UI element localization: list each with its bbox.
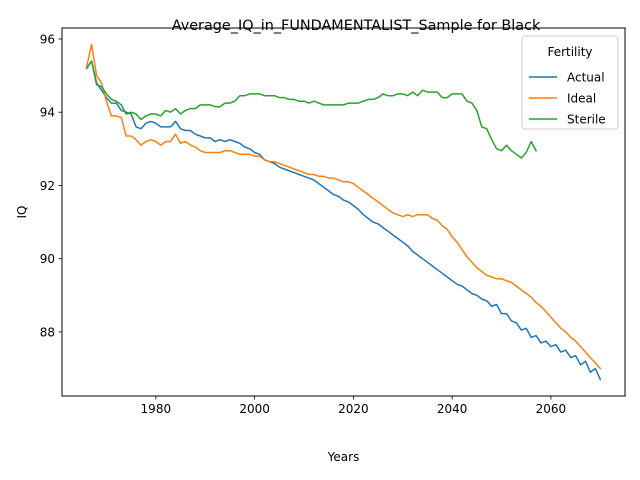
y-tick-label: 94 — [40, 106, 55, 120]
y-axis-label: IQ — [15, 206, 29, 219]
x-tick-label: 1980 — [141, 402, 172, 416]
legend-box — [521, 35, 619, 130]
plot-frame — [61, 27, 626, 397]
y-tick-label: 90 — [40, 252, 55, 266]
x-axis-label: Years — [327, 450, 360, 464]
legend-label-sterile: Sterile — [567, 113, 606, 127]
y-tick-label: 96 — [40, 32, 55, 46]
x-tick-label: 2040 — [437, 402, 468, 416]
legend-title: Fertility — [547, 45, 592, 59]
legend-label-actual: Actual — [567, 71, 605, 85]
series-line-sterile — [85, 60, 538, 159]
x-tick-label: 2020 — [338, 402, 369, 416]
x-tick-label: 2000 — [239, 402, 270, 416]
series-line-actual — [85, 60, 602, 381]
legend-label-ideal: Ideal — [567, 92, 596, 106]
y-tick-label: 92 — [40, 179, 55, 193]
x-tick-label: 2060 — [536, 402, 567, 416]
x-axis: 1980 2000 2020 2040 2060 — [141, 396, 567, 416]
y-axis: 88 90 92 94 96 — [40, 32, 62, 339]
legend: Fertility Actual Ideal Sterile — [521, 35, 619, 130]
chart-title: Average_IQ_in_FUNDAMENTALIST_Sample for … — [172, 18, 541, 34]
series-line-ideal — [85, 43, 602, 370]
y-tick-label: 88 — [40, 325, 55, 339]
series-layer — [85, 43, 602, 381]
